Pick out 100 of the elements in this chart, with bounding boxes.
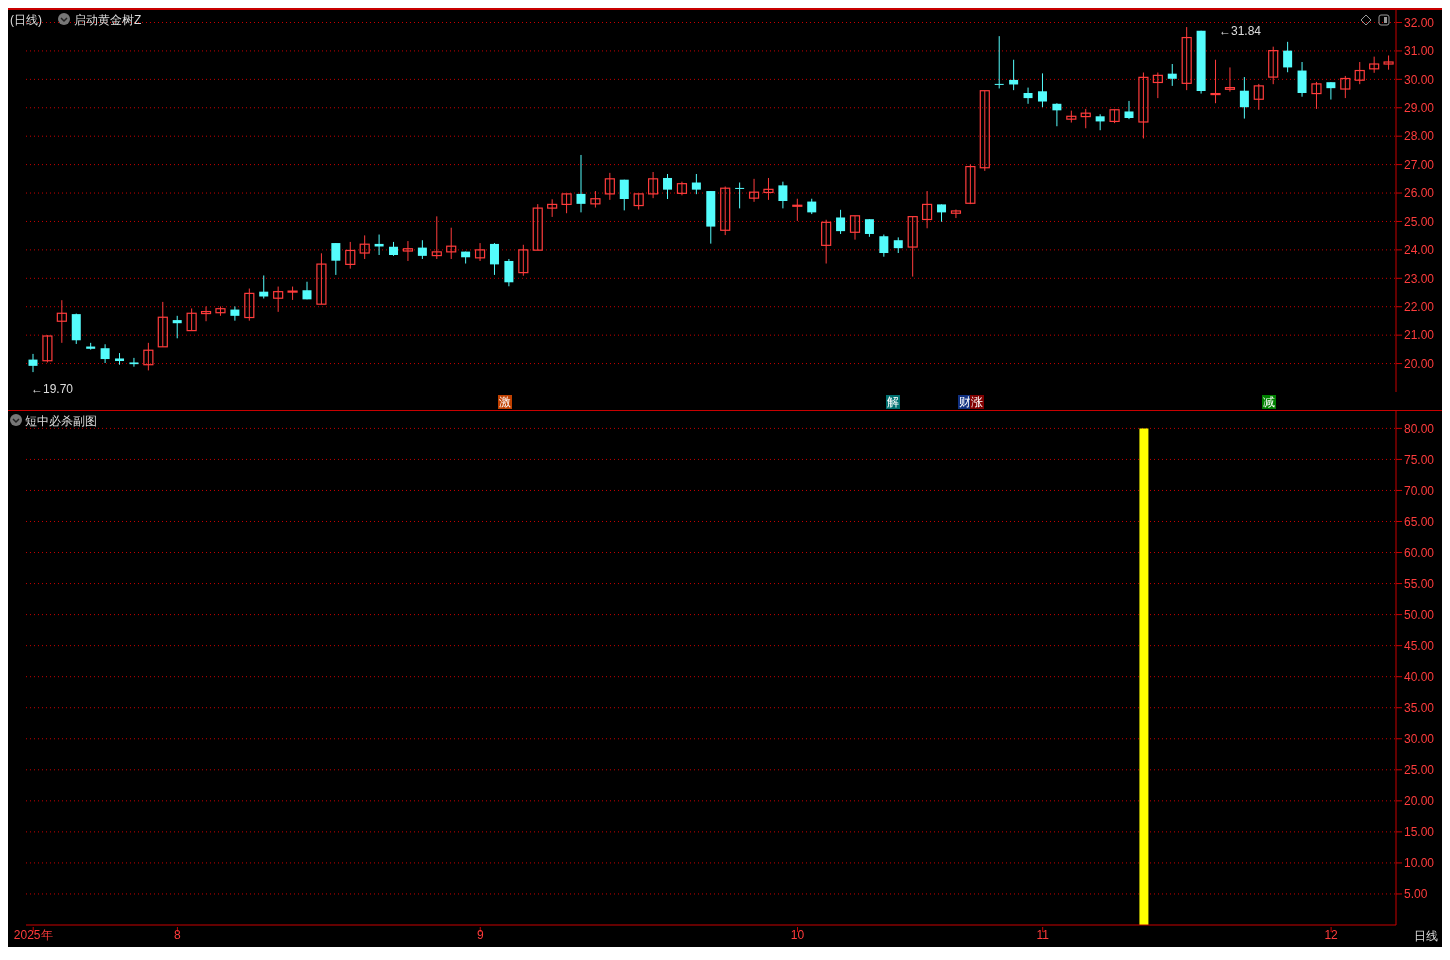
- x-tick-label: 9: [476, 928, 484, 942]
- candlestick: [1253, 83, 1264, 111]
- candlestick: [230, 305, 240, 322]
- y-tick-label: 35.00: [1404, 700, 1435, 715]
- x-tick-label: 11: [1036, 928, 1050, 942]
- candlestick: [663, 173, 673, 200]
- y-tick-label: 25.00: [1404, 214, 1435, 229]
- y-tick-label: 31.00: [1404, 44, 1435, 59]
- candlestick: [676, 181, 688, 196]
- candlestick: [474, 242, 486, 262]
- candlestick: [576, 154, 586, 213]
- candlestick: [316, 252, 327, 305]
- text: 减: [1262, 395, 1276, 409]
- candlestick: [836, 209, 846, 235]
- y-tick-label: 50.00: [1404, 607, 1435, 622]
- y-tick-label: 15.00: [1404, 825, 1435, 840]
- y-tick-label: 23.00: [1404, 271, 1435, 286]
- candlestick: [143, 342, 154, 371]
- y-tick-label: 45.00: [1404, 638, 1435, 653]
- candlestick: [619, 179, 629, 211]
- candlestick: [1326, 81, 1336, 101]
- candlestick: [431, 215, 442, 260]
- x-tick-label: 12: [1324, 928, 1339, 942]
- candlestick: [879, 234, 889, 258]
- y-tick-label: 55.00: [1404, 576, 1435, 591]
- y-tick-label: 30.00: [1404, 732, 1435, 747]
- candlestick: [1124, 100, 1134, 120]
- candlestick: [1210, 59, 1221, 104]
- candlestick: [186, 307, 197, 332]
- candlestick: [273, 286, 284, 313]
- candlestick: [402, 240, 414, 262]
- candlestick: [735, 182, 745, 209]
- x-tick-label: 2025年: [13, 928, 53, 942]
- candlestick: [1268, 46, 1279, 85]
- candlestick: [489, 242, 499, 276]
- chart-subtitle: 启动黄金树Z: [74, 12, 142, 29]
- y-tick-label: 28.00: [1404, 129, 1435, 144]
- candlestick: [965, 163, 976, 205]
- candlestick: [157, 301, 168, 348]
- y-tick-label: 65.00: [1404, 514, 1435, 529]
- candlestick: [417, 239, 427, 260]
- candlestick: [56, 299, 67, 344]
- candlestick: [28, 353, 38, 373]
- candlestick: [1167, 63, 1177, 87]
- candlestick: [518, 244, 529, 277]
- y-tick-label: 32.00: [1404, 15, 1435, 30]
- candlestick: [922, 190, 933, 229]
- candlestick: [1109, 109, 1120, 124]
- candlestick: [129, 357, 139, 368]
- candlestick: [1152, 72, 1163, 99]
- annotation: ←31.84: [1218, 24, 1263, 38]
- candlestick: [979, 90, 990, 172]
- y-tick-label: 20.00: [1404, 356, 1435, 371]
- candlestick: [259, 274, 269, 299]
- candlestick: [1340, 75, 1351, 99]
- y-tick-label: 25.00: [1404, 763, 1435, 778]
- candlestick: [821, 219, 832, 265]
- candlestick: [778, 181, 788, 209]
- y-tick-label: 60.00: [1404, 545, 1435, 560]
- candlestick: [950, 209, 962, 219]
- y-tick-label: 30.00: [1404, 72, 1435, 87]
- candlestick: [42, 334, 53, 363]
- candlestick: [763, 177, 774, 201]
- y-tick-label: 20.00: [1404, 794, 1435, 809]
- y-tick-label: 80.00: [1404, 421, 1435, 436]
- y-tick-label: 21.00: [1404, 328, 1435, 343]
- candlestick: [532, 203, 543, 251]
- candlestick: [200, 305, 212, 322]
- candlestick: [345, 241, 356, 270]
- chart-title: 短中必杀副图: [25, 413, 97, 430]
- candlestick: [604, 172, 615, 201]
- candlestick: [590, 190, 601, 209]
- candlestick: [1354, 61, 1365, 85]
- candlestick: [994, 35, 1004, 89]
- candlestick: [1283, 41, 1293, 73]
- y-tick-label: 70.00: [1404, 483, 1435, 498]
- candlestick: [1224, 66, 1236, 93]
- candlestick: [100, 343, 110, 364]
- candlestick: [359, 234, 370, 260]
- y-tick-label: 24.00: [1404, 243, 1435, 258]
- y-tick-label: 75.00: [1404, 452, 1435, 467]
- candlestick: [748, 178, 760, 203]
- annotation: ←19.70: [30, 382, 75, 396]
- y-tick-label: 26.00: [1404, 186, 1435, 201]
- text: 日线: [1414, 928, 1438, 945]
- candlestick: [720, 186, 731, 236]
- y-tick-label: 27.00: [1404, 157, 1435, 172]
- candlestick: [1052, 102, 1062, 127]
- y-tick-label: 5.00: [1404, 887, 1428, 902]
- text: 解: [886, 395, 900, 409]
- y-tick-label: 22.00: [1404, 299, 1435, 314]
- candlestick: [691, 173, 701, 195]
- candlestick: [648, 171, 659, 199]
- candlestick: [561, 193, 572, 214]
- y-tick-label: 40.00: [1404, 669, 1435, 684]
- candlestick: [1138, 72, 1149, 139]
- text: 激: [498, 395, 512, 409]
- candlestick: [331, 242, 341, 276]
- candlestick: [1037, 72, 1047, 108]
- candlestick: [1311, 81, 1322, 110]
